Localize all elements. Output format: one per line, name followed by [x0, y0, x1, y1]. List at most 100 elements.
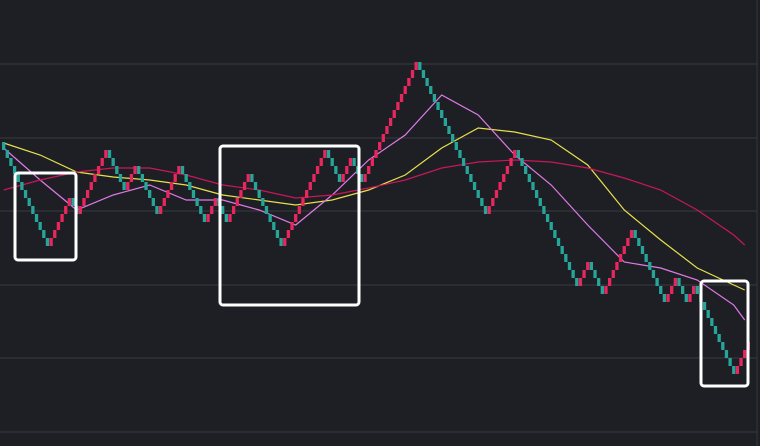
down-brick	[571, 270, 575, 278]
up-brick	[388, 118, 393, 126]
up-brick	[104, 150, 108, 158]
down-brick	[542, 206, 546, 214]
down-brick	[545, 214, 550, 222]
up-brick	[308, 182, 312, 190]
up-brick	[615, 262, 619, 270]
down-brick	[140, 174, 145, 182]
down-brick	[443, 118, 448, 126]
down-brick	[31, 206, 35, 214]
up-brick	[407, 78, 411, 86]
down-brick	[45, 238, 50, 246]
up-brick	[403, 86, 407, 94]
up-brick	[169, 182, 174, 190]
up-brick	[246, 174, 250, 182]
down-brick	[144, 182, 148, 190]
up-brick	[100, 158, 104, 166]
up-brick	[162, 198, 166, 206]
down-brick	[155, 206, 159, 214]
down-brick	[695, 286, 699, 294]
up-brick	[315, 166, 320, 174]
up-brick	[491, 198, 495, 206]
down-brick	[188, 182, 192, 190]
up-brick	[304, 190, 309, 198]
up-brick	[743, 350, 747, 358]
down-brick	[567, 262, 572, 270]
down-brick	[549, 222, 553, 230]
up-brick	[231, 206, 236, 214]
down-brick	[589, 262, 594, 270]
down-brick	[42, 230, 46, 238]
down-brick	[534, 190, 539, 198]
up-brick	[622, 246, 626, 254]
down-brick	[684, 294, 688, 302]
up-brick	[177, 166, 181, 174]
down-brick	[662, 294, 667, 302]
up-brick	[673, 278, 677, 286]
down-brick	[713, 326, 718, 334]
up-brick	[509, 158, 513, 166]
up-brick	[93, 174, 97, 182]
down-brick	[425, 78, 429, 86]
up-brick	[670, 286, 674, 294]
highlight-box	[699, 279, 750, 388]
down-brick	[27, 198, 31, 206]
up-brick	[242, 182, 247, 190]
up-brick	[235, 198, 239, 206]
up-brick	[513, 150, 517, 158]
up-brick	[78, 206, 82, 214]
down-brick	[151, 198, 155, 206]
up-brick	[49, 238, 53, 246]
down-brick	[659, 286, 663, 294]
down-brick	[465, 166, 469, 174]
up-brick	[133, 166, 137, 174]
up-brick	[666, 294, 670, 302]
highlight-box	[218, 144, 361, 307]
down-brick	[633, 230, 637, 238]
up-brick	[374, 150, 378, 158]
down-brick	[180, 166, 185, 174]
down-brick	[480, 198, 484, 206]
up-brick	[688, 294, 692, 302]
moving-average-line	[3, 94, 746, 321]
up-brick	[348, 158, 353, 166]
down-brick	[264, 206, 269, 214]
down-brick	[447, 126, 451, 134]
down-brick	[706, 310, 710, 318]
down-brick	[732, 366, 736, 374]
highlight-box	[13, 171, 78, 262]
down-brick	[724, 350, 729, 358]
down-brick	[9, 158, 13, 166]
down-brick	[418, 62, 422, 70]
down-brick	[575, 278, 579, 286]
up-brick	[173, 174, 177, 182]
up-brick	[213, 198, 218, 206]
up-brick	[487, 206, 491, 214]
down-brick	[436, 102, 440, 110]
up-brick	[283, 238, 287, 246]
down-brick	[5, 150, 9, 158]
up-brick	[319, 158, 323, 166]
up-brick	[385, 126, 389, 134]
up-brick	[82, 198, 86, 206]
down-brick	[593, 270, 597, 278]
down-brick	[272, 222, 276, 230]
up-brick	[286, 230, 291, 238]
down-brick	[648, 262, 652, 270]
down-brick	[476, 190, 480, 198]
down-brick	[644, 254, 648, 262]
down-brick	[107, 150, 112, 158]
down-brick	[429, 86, 433, 94]
down-brick	[202, 214, 207, 222]
down-brick	[23, 190, 28, 198]
up-brick	[89, 182, 93, 190]
down-brick	[458, 150, 462, 158]
down-brick	[597, 278, 601, 286]
down-brick	[199, 206, 203, 214]
down-brick	[702, 302, 707, 310]
down-brick	[253, 182, 258, 190]
up-brick	[60, 214, 64, 222]
down-brick	[148, 190, 152, 198]
down-brick	[250, 174, 254, 182]
down-brick	[651, 270, 656, 278]
